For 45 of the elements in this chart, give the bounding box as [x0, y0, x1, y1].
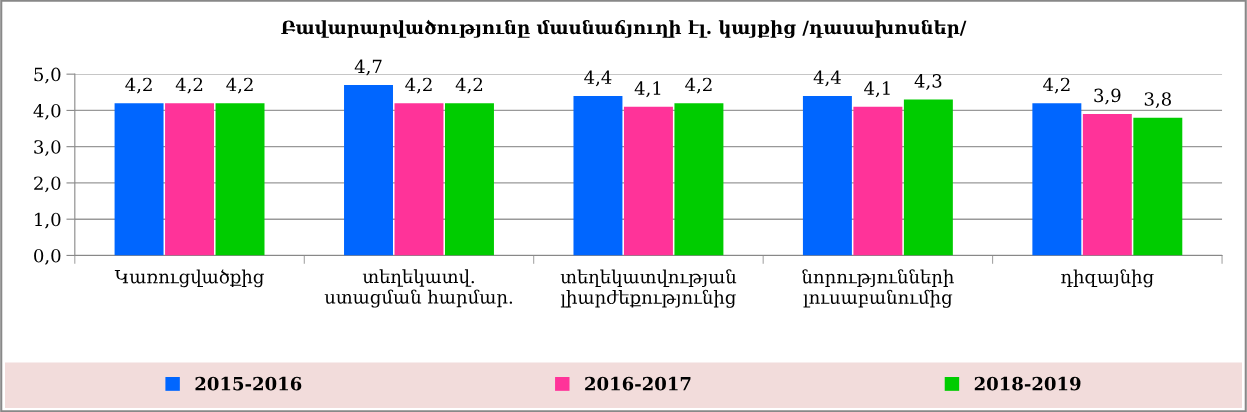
data-label: 4,1 [634, 81, 661, 98]
bar [1133, 117, 1183, 256]
data-label: 4,2 [175, 77, 203, 94]
x-tick-label: նորությունների լուսաբանումից [802, 269, 954, 308]
data-label: 4,2 [685, 77, 712, 94]
bar [444, 103, 494, 256]
chart-title: Բավարարվածությունը մասնաճյուղի էլ. կայքից /դասախոսներ/ [281, 19, 967, 38]
data-label: 4,3 [914, 74, 942, 90]
x-tick-label: Կառուցվածքից [114, 269, 264, 288]
bar [853, 106, 903, 256]
data-label: 4,2 [125, 77, 152, 94]
data-label: 4,4 [584, 70, 612, 87]
y-tick-label: 0,0 [34, 248, 61, 265]
y-tick-label: 2,0 [34, 176, 61, 193]
y-tick-label: 3,0 [34, 140, 61, 156]
data-label: 4,4 [813, 70, 841, 87]
data-label: 3,8 [1144, 92, 1171, 109]
bar [344, 85, 393, 256]
data-label: 4,1 [864, 81, 890, 98]
legend-label: 2016-2017 [585, 376, 691, 391]
data-label: 3,9 [1094, 88, 1121, 105]
bar [573, 95, 623, 256]
bar [623, 106, 673, 256]
bar [1082, 114, 1132, 256]
data-label: 4,2 [405, 77, 432, 94]
data-label: 4,7 [354, 59, 382, 76]
y-tick-label: 4,0 [33, 103, 61, 120]
data-label: 4,2 [1043, 77, 1070, 94]
x-tick-label: դիզայնից [1061, 269, 1154, 288]
bar [215, 103, 265, 256]
bar [165, 103, 215, 256]
bar [802, 95, 852, 256]
legend-label: 2015-2016 [195, 376, 302, 391]
y-tick-label: 1,0 [35, 212, 61, 229]
data-label: 4,2 [455, 77, 483, 94]
bar [1032, 103, 1082, 256]
x-tick-label: տեղեկատվության լիարժեքությունից [560, 269, 737, 308]
data-label: 4,2 [226, 77, 253, 94]
bar [903, 99, 953, 256]
y-tick-label: 5,0 [34, 67, 61, 84]
x-tick-label: տեղեկատվ. ստացման հարմար. [324, 269, 513, 308]
bar [674, 103, 724, 256]
bar [114, 103, 164, 256]
bar [394, 103, 444, 256]
legend-label: 2018-2019 [974, 376, 1081, 391]
